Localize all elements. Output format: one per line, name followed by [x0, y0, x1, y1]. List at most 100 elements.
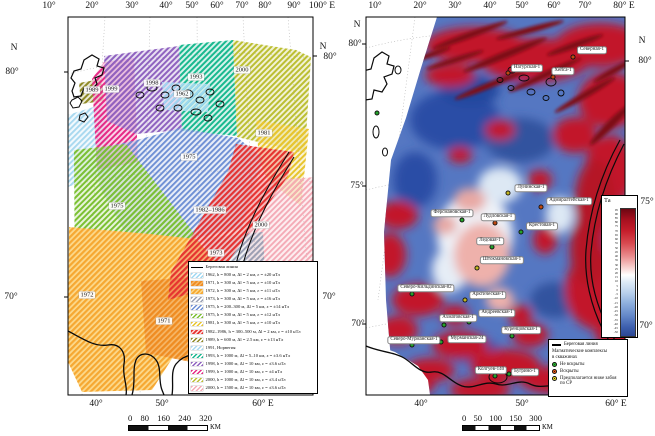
- well-marker: [489, 244, 495, 250]
- year-label-1975-green: 1975: [109, 202, 125, 210]
- lon-label: 50°: [185, 1, 199, 11]
- lon-label: 70°: [578, 1, 592, 11]
- left-legend-box: Береговая линия 1962, h = 800 м, Δl = 2 …: [188, 261, 318, 394]
- legend-label: Не вскрыты: [560, 361, 585, 367]
- year-label-1999: 1999: [103, 85, 119, 93]
- well-marker: [570, 54, 576, 60]
- lat-label: 75°: [350, 181, 364, 191]
- legend-label: 1982–1986, h = 300–500 м, Δl = 2 км, ε =…: [205, 328, 301, 334]
- well-label: Адмиралтейская-1: [546, 197, 592, 205]
- well-marker: [538, 204, 544, 210]
- lon-label: 20°: [413, 1, 427, 11]
- well-marker: [506, 371, 512, 377]
- scalebar-tick: 240: [178, 413, 191, 423]
- well-label: Северо-Кильдинская-82: [397, 284, 455, 292]
- legend-row: Береговая линия: [191, 264, 315, 272]
- well-marker: [492, 373, 498, 379]
- right-legend-box: Береговая линия Магматические комплексы …: [548, 339, 628, 397]
- legend-swatch-1971: [191, 281, 203, 286]
- scalebar-tick: 0: [462, 413, 467, 423]
- legend-row: 1971, h = 300 м, Δl = 5 км, ε = ±10 нТл: [191, 280, 315, 288]
- well-label: Нагурская-1: [510, 64, 544, 72]
- legend-row: 1993, h = 1000 м, Δl = 5–10 км, ε = ±3.6…: [191, 352, 315, 360]
- legend-row: Предполагается ниже забоя: [552, 375, 624, 382]
- land-mask: [366, 342, 430, 395]
- scalebar-tick: 100: [489, 413, 502, 423]
- well-label: Ферсмановская-1: [430, 209, 474, 217]
- well-label: Бугрино-1: [511, 368, 539, 376]
- well-marker: [505, 70, 511, 76]
- well-label: Мурманская-24: [447, 335, 487, 343]
- novaya-zemlya: [585, 139, 621, 347]
- legend-label: 1993, h = 1000 м, Δl = 5–10 км, ε = ±3.6…: [205, 352, 291, 358]
- legend-row: 2000, h = 1000 м, Δl = 10 км, ε = ±3.4 н…: [191, 376, 315, 384]
- legend-row: 1998, h = 1000 м, Δl = 10 км, ε = ±3.6 н…: [191, 360, 315, 368]
- lat-label: 70°: [4, 292, 18, 302]
- legend-swatch-1975-blue: [191, 305, 203, 311]
- lon-label: 40°: [159, 1, 173, 11]
- well-marker: [459, 217, 465, 223]
- lon-label: 60°: [210, 1, 224, 11]
- scalebar-unit: КМ: [210, 423, 221, 431]
- legend-label: Предполагается ниже забоя: [560, 375, 617, 381]
- year-label-2000-north: 2000: [234, 66, 250, 74]
- legend-swatch-1962: [191, 273, 203, 278]
- legend-row: 1972, h = 300 м, Δl = 5 км, ε = ±11 нТл: [191, 288, 315, 296]
- legend-label: 1981, h = 300 м, Δl = 5 км, ε = ±10 нТл: [205, 320, 280, 326]
- right-scalebar: 0 50 100 150 300 КМ: [462, 413, 553, 431]
- lon-label: 70°: [235, 1, 249, 11]
- lat-label: 75°: [640, 197, 654, 207]
- legend-label: 1972, h = 300 м, Δl = 5 км, ε = ±11 нТл: [205, 288, 280, 294]
- year-label-1982-1986: 1982–1986: [193, 206, 227, 214]
- scalebar-tick: 320: [199, 413, 212, 423]
- legend-row: Береговая линия: [552, 342, 624, 347]
- year-label-1989: 1989: [84, 86, 100, 94]
- well-marker: [492, 220, 498, 226]
- legend-row: 1981, h = 300 м, Δl = 5 км, ε = ±10 нТл: [191, 320, 315, 328]
- legend-row: 1975, h = 300 м, Δl = 5 км, ε = ±12 нТл: [191, 312, 315, 320]
- well-label: Лудловская-1: [480, 213, 516, 221]
- legend-swatch-2000b: [191, 385, 203, 391]
- well-marker: [441, 322, 447, 328]
- well-label: Северная-1: [576, 46, 608, 54]
- compass-n: N: [10, 43, 18, 53]
- legend-swatch-1991: [191, 345, 203, 351]
- coastline-swatch: [552, 343, 561, 346]
- legend-label: 1999, h = 1000 м, Δl = 10 км, ε = ±4 нТл: [205, 368, 283, 374]
- legend-row: 1973, h = 300 м, Δl = 5 км, ε = ±16 нТл: [191, 296, 315, 304]
- well-label: Северо-Мурманская-1: [387, 336, 441, 344]
- lon-label: 40°: [414, 399, 428, 409]
- legend-row: 1975, h = 200–300 м, Δl = 5 км, ε = ±14 …: [191, 304, 315, 312]
- lat-label: 70°: [351, 319, 365, 329]
- scalebar-tick: 300: [529, 413, 542, 423]
- lat-label: 70°: [639, 321, 653, 331]
- lat-label: 80°: [323, 52, 337, 62]
- legend-row: 1982–1986, h = 300–500 м, Δl = 2 км, ε =…: [191, 328, 315, 336]
- legend-swatch-1972: [191, 289, 203, 294]
- colorbar-gradient: [620, 208, 636, 337]
- legend-row: по СР: [560, 381, 624, 386]
- legend-label: 2000, h = 1000 м, Δl = 10 км, ε = ±3.4 н…: [205, 376, 286, 382]
- year-label-1962: 1962: [174, 90, 190, 98]
- scalebar-tick: 80: [140, 413, 150, 423]
- compass-n: N: [319, 42, 327, 52]
- year-label-2000-south: 2000: [253, 221, 269, 229]
- mainland-coast: [68, 330, 128, 395]
- legend-label: Береговая линия: [564, 342, 598, 347]
- legend-group-title: Магматические комплексы: [552, 349, 608, 354]
- year-label-1998: 1998: [144, 79, 160, 87]
- legend-label: 1989, h = 600 м, Δl = 2.5 км, ε = ±13 нТ…: [205, 336, 284, 342]
- well-marker: [374, 110, 380, 116]
- well-label: Ледовая-1: [476, 237, 504, 245]
- year-label-1971: 1971: [156, 317, 172, 325]
- left-scalebar: 0 80 160 240 320 КМ: [128, 413, 221, 431]
- legend-row: 1999, h = 1000 м, Δl = 10 км, ε = ±4 нТл: [191, 368, 315, 376]
- legend-row: 1962, h = 800 м, Δl = 2 км, ε = ±20 нТл: [191, 272, 315, 280]
- lat-label: 80°: [348, 39, 362, 49]
- franz-josef-land: [135, 84, 225, 122]
- lon-label: 60° E: [252, 399, 274, 409]
- colorbar: Та 95 90 85 80 75 70 65 60 55 50 45 40 3…: [601, 195, 638, 338]
- legend-label: 1973, h = 300 м, Δl = 5 км, ε = ±16 нТл: [205, 296, 280, 302]
- well-label: Колгуев-140: [474, 366, 508, 374]
- lat-label: 80°: [638, 56, 652, 66]
